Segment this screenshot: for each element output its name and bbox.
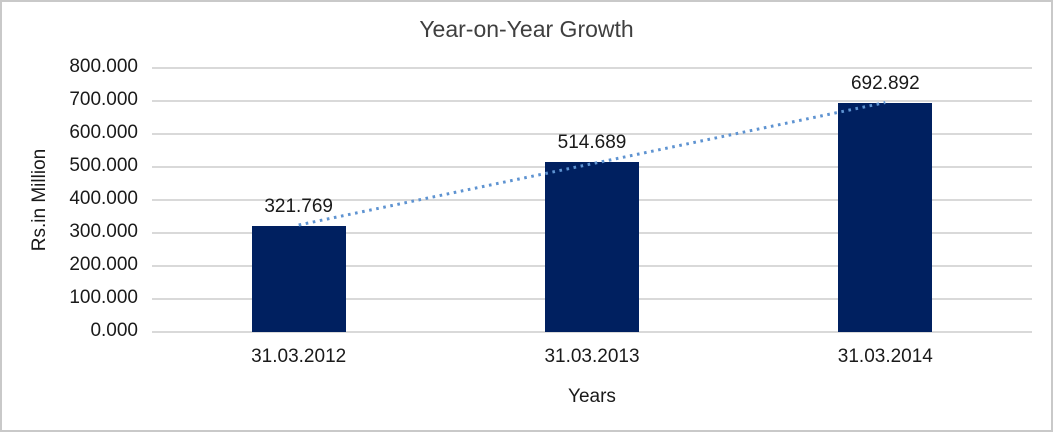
data-label: 692.892	[850, 73, 920, 95]
y-tick-label: 0.000	[90, 320, 138, 341]
bar-31.03.2014	[838, 103, 933, 332]
data-label: 514.689	[557, 132, 627, 154]
bar-31.03.2013	[545, 162, 639, 332]
gridline	[152, 100, 1032, 102]
gridline	[152, 67, 1032, 69]
x-axis-title: Years	[568, 386, 616, 407]
x-tick-label: 31.03.2013	[544, 346, 640, 367]
y-tick-label: 800.000	[69, 56, 138, 77]
x-tick-label: 31.03.2014	[837, 346, 933, 367]
chart-title: Year-on-Year Growth	[419, 16, 634, 42]
y-tick-label: 500.000	[69, 155, 138, 176]
y-tick-label: 400.000	[69, 188, 138, 209]
y-tick-label: 100.000	[69, 287, 138, 308]
y-tick-label: 300.000	[69, 221, 138, 242]
y-tick-label: 700.000	[69, 89, 138, 110]
data-label: 321.769	[264, 195, 333, 217]
bar-31.03.2012	[251, 225, 346, 332]
y-tick-label: 200.000	[69, 254, 138, 275]
x-tick-label: 31.03.2012	[251, 346, 347, 367]
y-tick-label: 600.000	[69, 122, 138, 143]
gridline	[152, 331, 1032, 333]
